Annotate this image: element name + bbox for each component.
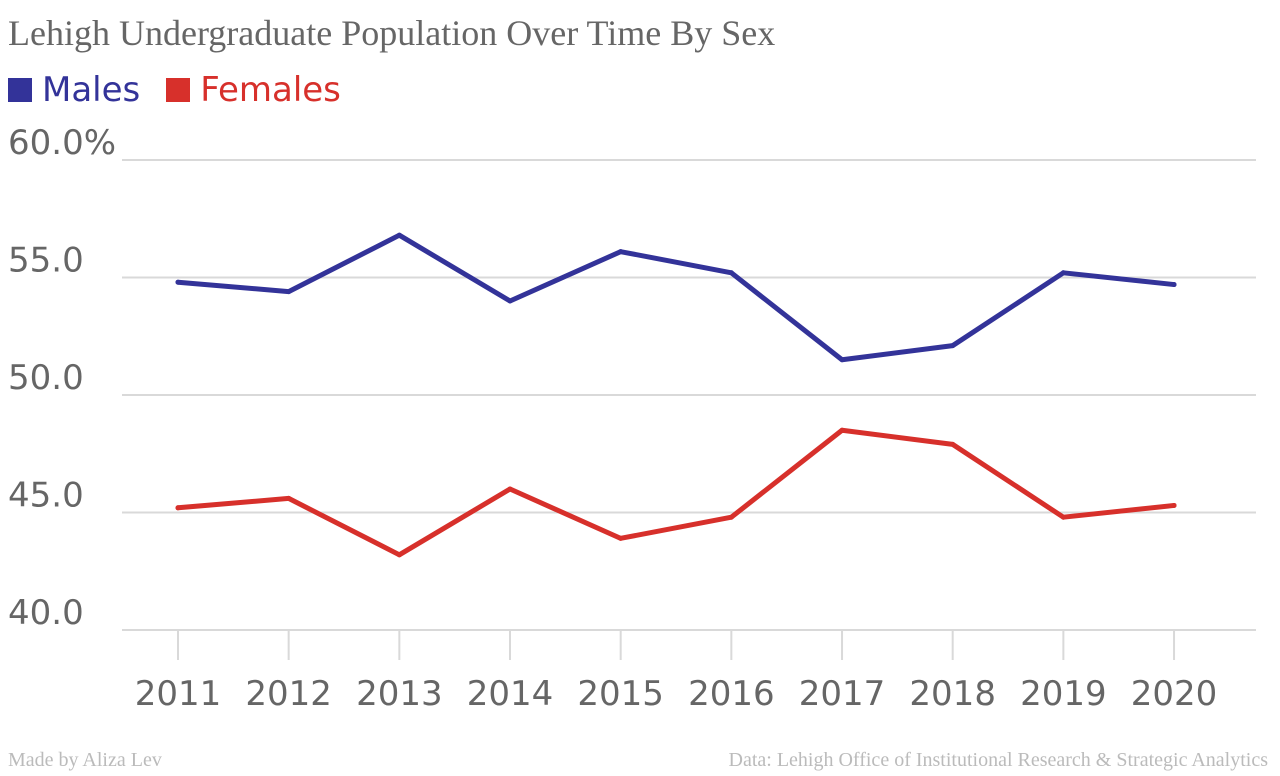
point-females-2011 <box>175 505 181 511</box>
x-tick-label: 2014 <box>467 674 554 714</box>
point-males-2018 <box>950 343 956 349</box>
point-males-2015 <box>618 249 624 255</box>
x-tick-label: 2011 <box>135 674 222 714</box>
point-females-2016 <box>728 514 734 520</box>
x-tick-label: 2012 <box>245 674 332 714</box>
x-tick-label: 2018 <box>909 674 996 714</box>
point-males-2012 <box>286 289 292 295</box>
point-females-2014 <box>507 486 513 492</box>
x-tick-label: 2013 <box>356 674 443 714</box>
legend: Males Females <box>8 68 367 112</box>
y-tick-labels-layer: 60.0% 55.0 50.0 45.0 40.0 <box>8 123 116 633</box>
point-males-2014 <box>507 298 513 304</box>
point-males-2017 <box>839 357 845 363</box>
legend-swatch-females <box>166 78 191 102</box>
point-males-2020 <box>1171 282 1177 288</box>
x-tick-label: 2015 <box>577 674 664 714</box>
series-layer <box>175 232 1177 558</box>
point-females-2020 <box>1171 502 1177 508</box>
point-males-2016 <box>728 270 734 276</box>
point-males-2013 <box>396 232 402 238</box>
footer-source: Data: Lehigh Office of Institutional Res… <box>728 749 1268 771</box>
point-females-2017 <box>839 427 845 433</box>
footer-credit: Made by Aliza Lev <box>8 749 162 771</box>
series-line-females <box>175 427 1177 558</box>
series-females <box>175 427 1177 558</box>
x-tick-label: 2020 <box>1131 674 1218 714</box>
legend-label-females: Females <box>200 70 341 110</box>
y-tick-label: 40.0 <box>8 593 84 633</box>
grid-layer <box>122 159 1256 631</box>
point-females-2015 <box>618 535 624 541</box>
legend-swatch-males <box>8 78 32 102</box>
point-females-2013 <box>396 552 402 558</box>
y-tick-label: 50.0 <box>8 358 84 398</box>
point-females-2019 <box>1060 514 1066 520</box>
x-tick-labels-layer: 2011 2012 2013 2014 2015 2016 2017 2018 2019 2020 <box>135 674 1218 714</box>
series-males <box>175 232 1177 363</box>
x-tick-label: 2017 <box>799 674 886 714</box>
chart-title: Lehigh Undergraduate Population Over Tim… <box>8 13 776 53</box>
point-males-2011 <box>175 279 181 285</box>
legend-item-females: Females <box>166 70 341 110</box>
x-ticks-layer <box>177 630 1176 660</box>
point-females-2018 <box>950 441 956 447</box>
x-tick-label: 2016 <box>688 674 775 714</box>
series-line-males <box>175 232 1177 363</box>
point-males-2019 <box>1060 270 1066 276</box>
y-tick-label: 55.0 <box>8 241 84 281</box>
x-tick-label: 2019 <box>1020 674 1107 714</box>
legend-item-males: Males <box>8 70 140 110</box>
point-females-2012 <box>286 495 292 501</box>
y-tick-label: 45.0 <box>8 476 84 516</box>
legend-label-males: Males <box>42 70 141 110</box>
y-tick-label: 60.0% <box>8 123 116 163</box>
